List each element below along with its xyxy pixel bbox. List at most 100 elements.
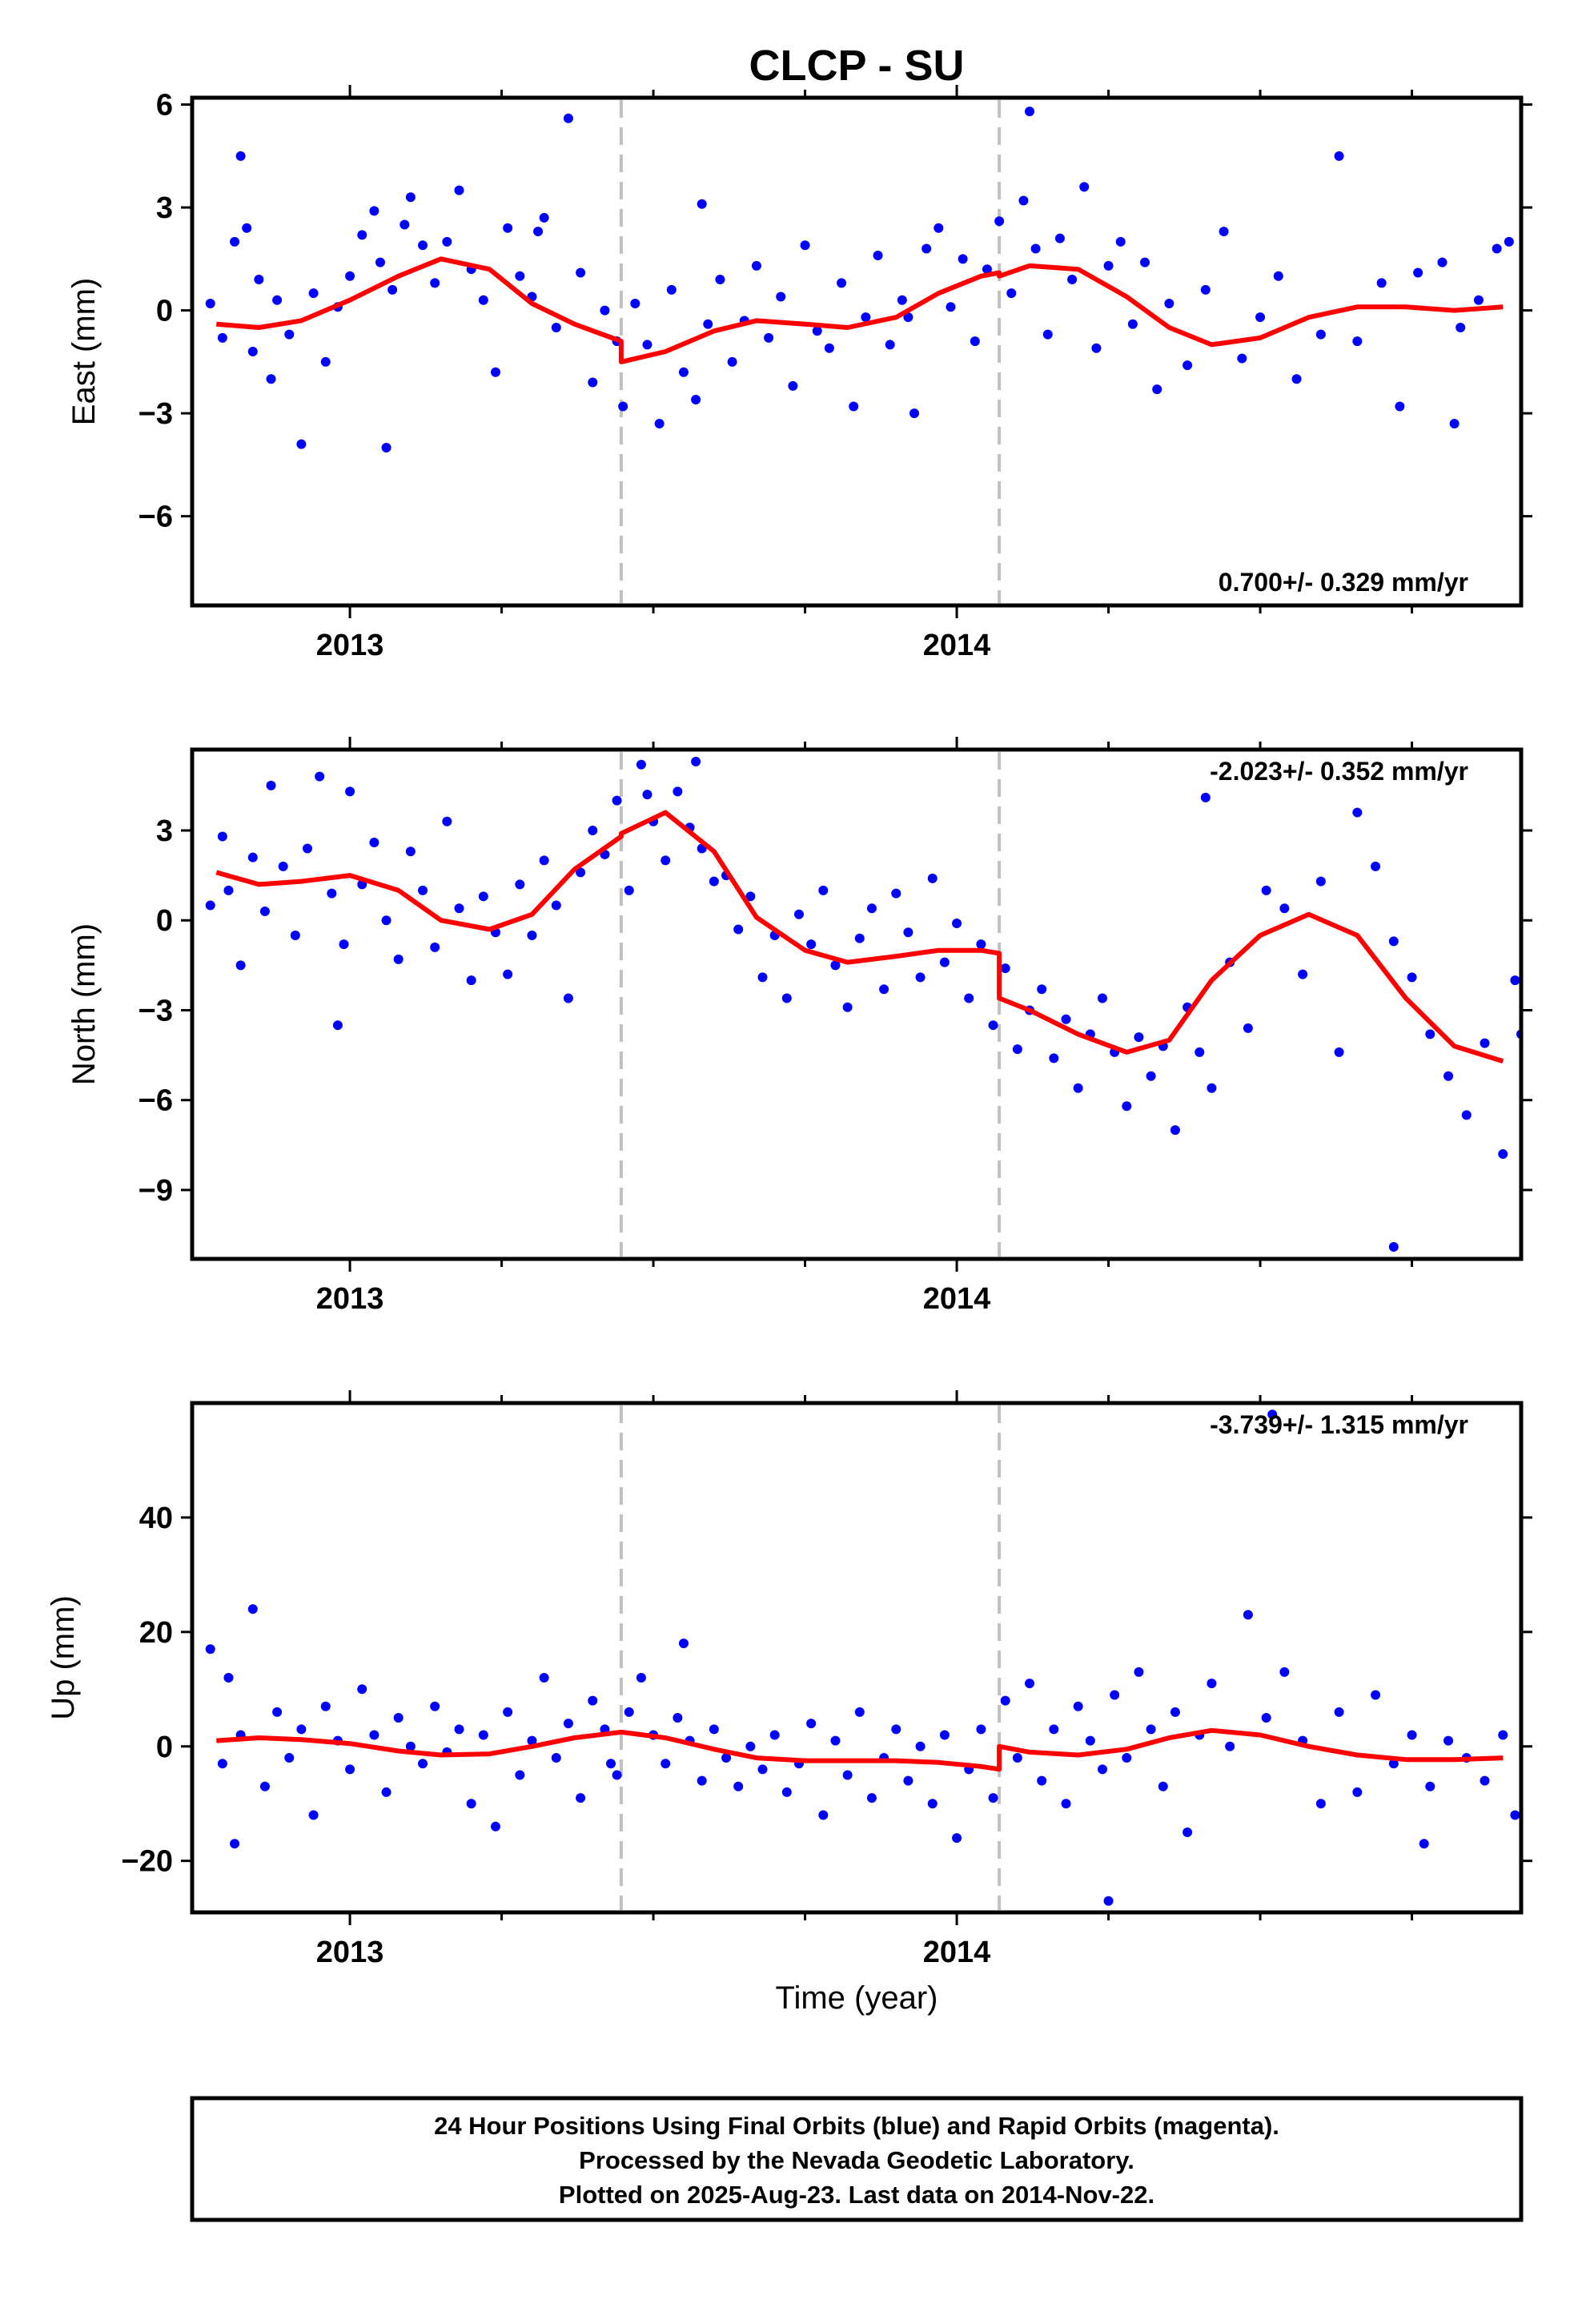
data-point <box>266 780 276 790</box>
data-point <box>1425 1781 1435 1791</box>
data-point <box>673 1713 683 1723</box>
data-point <box>393 1713 404 1723</box>
data-point <box>964 993 974 1003</box>
data-point <box>952 1833 962 1844</box>
y-tick-label: 3 <box>156 191 173 225</box>
footer-line-2: Processed by the Nevada Geodetic Laborat… <box>579 2146 1134 2174</box>
velocity-label: -3.739+/- 1.315 mm/yr <box>1210 1410 1468 1439</box>
data-point <box>927 873 938 883</box>
data-point <box>624 885 634 895</box>
data-point <box>563 993 573 1003</box>
data-point <box>1243 1023 1253 1033</box>
data-point <box>757 1764 768 1775</box>
data-point <box>320 1701 331 1711</box>
data-point <box>1067 275 1078 285</box>
data-point <box>327 888 337 899</box>
data-point <box>939 957 950 967</box>
data-point <box>781 993 792 1003</box>
data-point <box>503 969 513 979</box>
data-point <box>727 356 737 367</box>
data-point <box>405 846 416 857</box>
data-point <box>678 367 689 377</box>
data-point <box>230 236 240 247</box>
y-tick-label: −9 <box>139 1174 173 1208</box>
data-point <box>223 1673 234 1683</box>
data-point <box>1054 233 1065 243</box>
data-point <box>405 1741 416 1751</box>
data-point <box>254 275 264 285</box>
data-point <box>842 1770 853 1780</box>
data-point <box>515 879 525 890</box>
data-point <box>1449 418 1460 428</box>
data-point <box>818 1810 829 1820</box>
data-point <box>1122 1101 1132 1112</box>
data-point <box>418 885 428 895</box>
data-point <box>830 1735 841 1746</box>
data-point <box>1025 107 1035 117</box>
data-point <box>854 933 865 943</box>
data-point <box>849 401 859 412</box>
data-point <box>1425 1029 1435 1039</box>
data-point <box>661 855 671 866</box>
data-point <box>915 972 926 983</box>
data-point <box>879 984 889 995</box>
data-point <box>709 876 719 887</box>
y-axis-label: East (mm) <box>66 278 102 425</box>
x-axis-label: Time (year) <box>776 1980 938 2016</box>
fit-line-east <box>216 256 1504 364</box>
data-point <box>1243 1610 1253 1620</box>
y-tick-label: −6 <box>139 501 173 534</box>
data-point <box>320 356 331 367</box>
data-point <box>1018 195 1029 206</box>
data-point <box>1012 1753 1022 1763</box>
data-point <box>588 377 598 388</box>
data-point <box>1134 1032 1144 1043</box>
data-point <box>235 151 246 161</box>
fit-line-up <box>216 1727 1504 1772</box>
data-point <box>715 275 725 285</box>
data-point <box>903 1775 913 1786</box>
data-point <box>946 302 956 312</box>
data-point <box>1413 267 1423 278</box>
x-tick-label: 2013 <box>316 1282 384 1316</box>
data-point <box>1279 1667 1290 1677</box>
data-point <box>769 1730 780 1740</box>
data-point <box>630 299 640 309</box>
data-point <box>332 1020 343 1031</box>
data-point <box>369 1730 379 1740</box>
data-point <box>1376 278 1387 288</box>
data-point <box>697 199 707 209</box>
data-point <box>927 1799 938 1809</box>
data-point <box>642 790 652 800</box>
data-point <box>205 299 215 309</box>
footer-box: 24 Hour Positions Using Final Orbits (bl… <box>190 2096 1524 2222</box>
data-point <box>217 332 227 343</box>
data-point <box>1146 1071 1156 1081</box>
data-point <box>527 1735 537 1746</box>
data-point <box>247 347 258 356</box>
data-point <box>1170 1707 1180 1717</box>
data-point <box>1006 288 1017 299</box>
data-point <box>1407 1730 1417 1740</box>
data-point <box>1134 1667 1144 1677</box>
data-point <box>381 915 391 926</box>
x-tick-label: 2014 <box>923 1282 991 1316</box>
data-point <box>903 927 913 938</box>
data-point <box>666 284 677 295</box>
data-point <box>1097 993 1107 1003</box>
data-point <box>642 340 652 350</box>
data-point <box>854 1707 865 1717</box>
y-tick-label: 0 <box>156 904 173 938</box>
data-point <box>600 305 610 316</box>
y-tick-label: 0 <box>156 295 173 328</box>
footer-line-3: Plotted on 2025-Aug-23. Last data on 201… <box>559 2181 1154 2209</box>
panel-up: 40 20 0 −20 2013 2014 Up (mm) -3.739+/- 1.315 m… <box>46 1390 1532 1969</box>
data-point <box>612 795 622 806</box>
data-point <box>1480 1775 1490 1786</box>
data-point <box>1443 1071 1454 1081</box>
data-point <box>454 1724 464 1735</box>
data-point <box>387 284 398 295</box>
data-point <box>866 903 877 914</box>
data-point <box>1510 975 1520 986</box>
